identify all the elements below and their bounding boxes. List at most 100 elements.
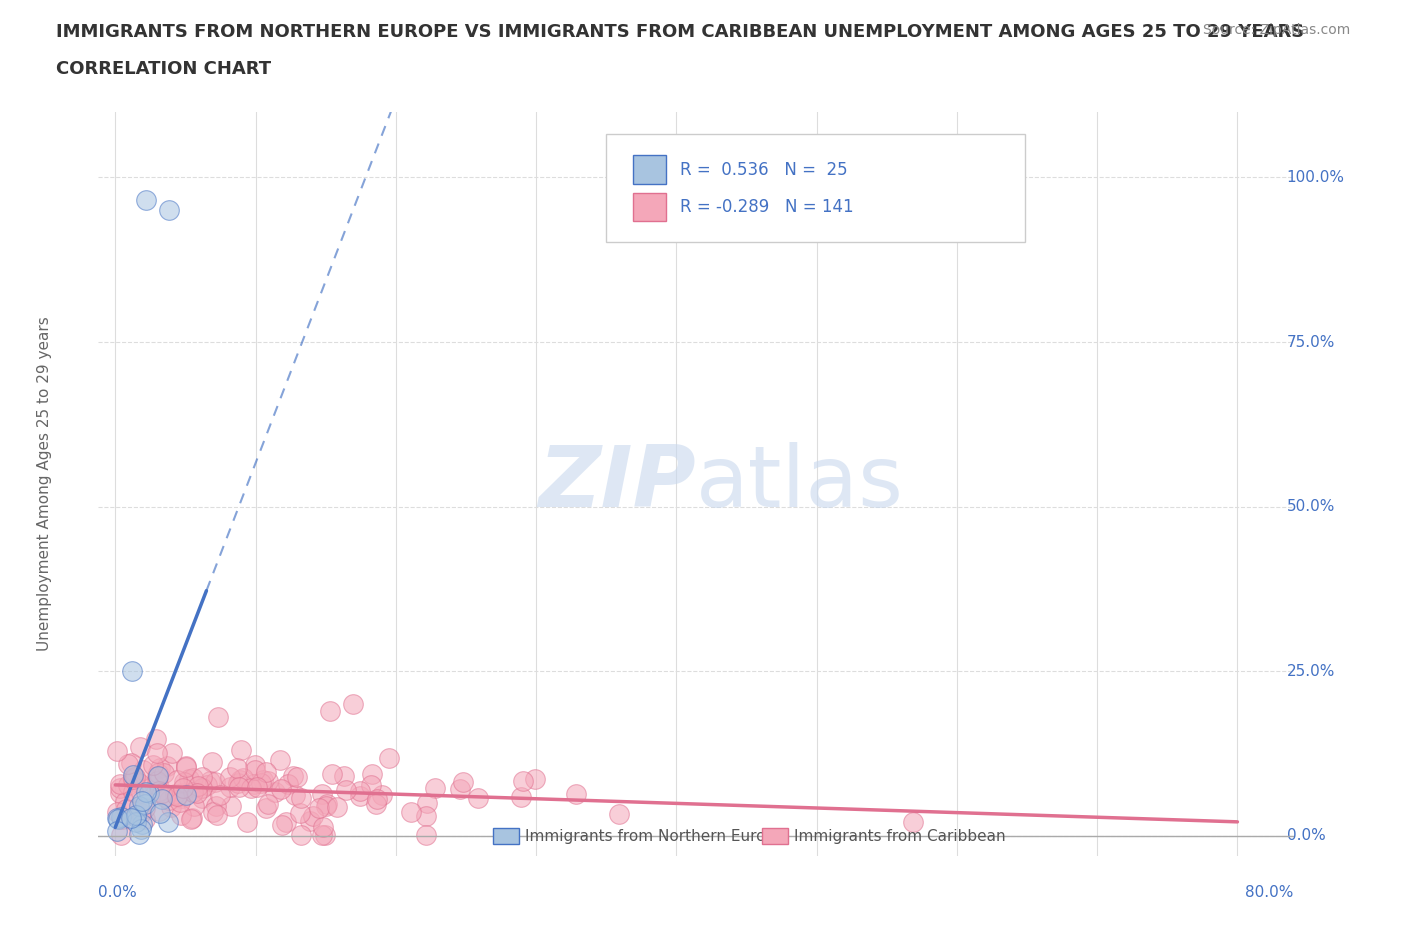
Point [254, 801, 277, 816]
Point [366, 792, 388, 807]
Point [228, 773, 250, 788]
Point [565, 787, 588, 802]
Point [360, 767, 382, 782]
Point [105, 811, 128, 826]
FancyBboxPatch shape [606, 134, 1025, 242]
Text: 25.0%: 25.0% [1286, 664, 1334, 679]
Point [166, 789, 188, 804]
Point [252, 773, 274, 788]
Point [186, 786, 208, 801]
Point [342, 697, 364, 711]
Text: Immigrants from Northern Europe: Immigrants from Northern Europe [524, 829, 785, 844]
Text: atlas: atlas [696, 442, 904, 525]
Point [174, 760, 197, 775]
Point [250, 776, 273, 790]
Point [111, 811, 134, 826]
Point [150, 786, 173, 801]
Point [274, 815, 297, 830]
Point [205, 798, 228, 813]
Point [180, 811, 202, 826]
Point [145, 732, 167, 747]
Point [110, 777, 132, 791]
Point [181, 811, 204, 826]
Point [134, 797, 156, 812]
Point [318, 703, 340, 718]
Point [901, 815, 924, 830]
Text: IMMIGRANTS FROM NORTHERN EUROPE VS IMMIGRANTS FROM CARIBBEAN UNEMPLOYMENT AMONG : IMMIGRANTS FROM NORTHERN EUROPE VS IMMIG… [56, 23, 1305, 41]
Point [308, 800, 330, 815]
Point [311, 828, 333, 843]
Point [121, 785, 143, 800]
Point [153, 790, 176, 804]
Text: CORRELATION CHART: CORRELATION CHART [56, 60, 271, 78]
Point [229, 743, 252, 758]
Text: 50.0%: 50.0% [1286, 499, 1334, 514]
Point [423, 780, 446, 795]
Point [146, 769, 169, 784]
Point [246, 779, 269, 794]
Point [120, 811, 142, 826]
Point [135, 785, 157, 800]
Point [190, 780, 212, 795]
Point [254, 764, 277, 779]
Point [416, 795, 439, 810]
Point [218, 779, 240, 794]
Point [205, 808, 228, 823]
Point [270, 782, 292, 797]
Point [129, 786, 152, 801]
Point [125, 807, 148, 822]
Point [121, 767, 143, 782]
Point [156, 815, 179, 830]
Point [170, 785, 193, 800]
Point [366, 796, 388, 811]
Point [142, 777, 165, 791]
Point [333, 769, 356, 784]
Point [129, 821, 152, 836]
Point [183, 798, 205, 813]
Point [172, 790, 194, 805]
Point [157, 792, 180, 807]
Point [146, 773, 169, 788]
Point [121, 769, 143, 784]
Point [311, 787, 333, 802]
Point [349, 789, 371, 804]
Point [170, 808, 193, 823]
Point [299, 814, 322, 829]
Bar [494, 828, 519, 844]
Point [269, 752, 291, 767]
Point [377, 751, 399, 765]
Point [201, 804, 224, 819]
Point [512, 774, 534, 789]
Point [148, 804, 170, 818]
Point [122, 772, 145, 787]
Text: Unemployment Among Ages 25 to 29 years: Unemployment Among Ages 25 to 29 years [37, 316, 52, 651]
Point [174, 758, 197, 773]
Point [125, 809, 148, 824]
Point [150, 791, 173, 806]
Point [145, 769, 167, 784]
Point [110, 828, 132, 843]
Point [290, 791, 312, 806]
Point [415, 808, 437, 823]
Point [107, 811, 129, 826]
Point [290, 828, 312, 843]
Point [129, 740, 152, 755]
Point [156, 759, 179, 774]
Point [218, 770, 240, 785]
Point [281, 768, 304, 783]
Text: 0.0%: 0.0% [98, 885, 138, 900]
Point [219, 798, 242, 813]
Point [240, 781, 263, 796]
Point [177, 771, 200, 786]
Point [187, 778, 209, 793]
Point [114, 795, 136, 810]
Text: ZIP: ZIP [538, 442, 696, 525]
Text: 100.0%: 100.0% [1286, 170, 1344, 185]
Point [157, 203, 180, 218]
Point [257, 774, 280, 789]
Point [232, 771, 254, 786]
Bar [762, 828, 787, 844]
Point [235, 815, 257, 830]
Point [121, 664, 143, 679]
Point [128, 827, 150, 842]
